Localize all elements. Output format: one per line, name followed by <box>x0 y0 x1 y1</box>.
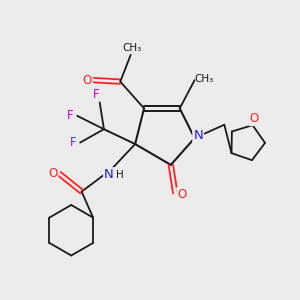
Text: CH₃: CH₃ <box>122 44 142 53</box>
Text: CH₃: CH₃ <box>194 74 214 84</box>
Text: O: O <box>82 74 91 87</box>
Text: O: O <box>48 167 57 180</box>
Text: O: O <box>177 188 186 201</box>
Text: O: O <box>250 112 259 125</box>
Text: N: N <box>104 168 114 181</box>
Text: F: F <box>70 136 77 149</box>
Text: H: H <box>116 170 124 180</box>
Text: F: F <box>67 109 74 122</box>
Text: N: N <box>193 129 203 142</box>
Text: F: F <box>93 88 100 101</box>
